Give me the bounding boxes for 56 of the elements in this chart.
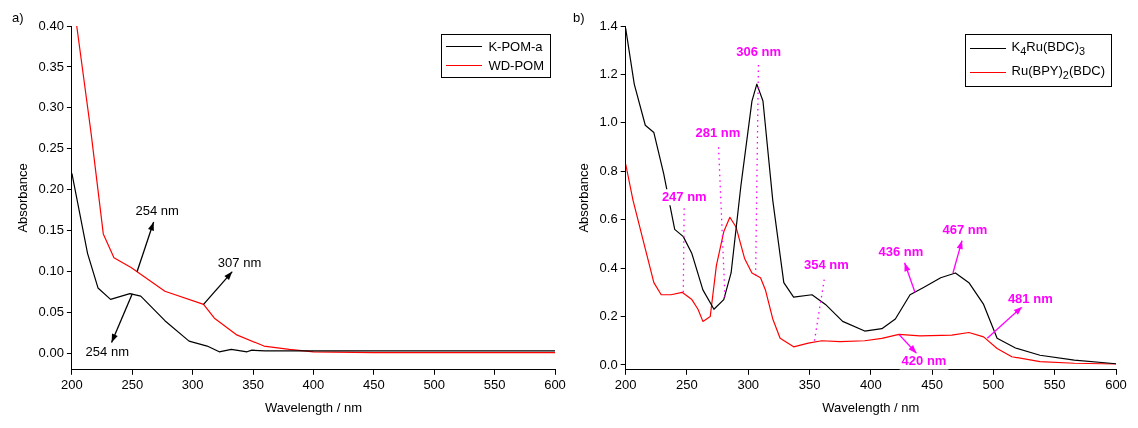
annotation: 247 nm [661,188,707,204]
annotation: 307 nm [217,254,262,270]
legend-label: Ru(BPY)$_{2}$(BDC) [1011,61,1105,83]
x-tick-label: 550 [1043,377,1066,393]
text: b) [573,10,585,26]
x-tick-label: 200 [614,377,637,393]
legend-label: WD-POM [488,57,544,75]
x-tick-label: 350 [242,377,264,393]
y-tick-label: 0.0 [599,356,618,372]
x-tick-label: 350 [798,377,821,393]
annotation: 254 nm [135,203,179,219]
text: a) [12,10,24,26]
annotation: 481 nm [1007,290,1053,306]
y-tick-label: 0.35 [38,58,64,74]
x-axis-title: Wavelength / nm [264,399,362,415]
y-axis-title: Absorbance [576,163,592,233]
y-tick-label: 0.8 [599,162,618,178]
legend-label: K-POM-a [488,38,543,56]
x-tick-label: 550 [483,377,506,393]
x-tick-label: 200 [61,377,83,393]
legend-label: K$_{4}$Ru(BDC)$_{3}$ [1011,38,1086,59]
annotation: 420 nm [901,353,947,369]
y-tick-label: 1.2 [599,66,618,81]
x-tick-label: 300 [737,377,760,393]
y-axis-title: Absorbance [15,163,31,233]
x-tick-label: 400 [859,377,882,393]
annotation: 354 nm [804,257,849,273]
x-tick-label: 500 [423,377,446,393]
y-tick-label: 0.25 [38,140,64,156]
y-tick-label: 0.40 [38,17,64,33]
annotation: 467 nm [942,221,988,237]
x-tick-label: 500 [982,377,1005,393]
x-tick-label: 450 [362,377,385,393]
y-tick-label: 0.15 [38,222,64,238]
x-axis-title: Wavelength / nm [822,399,920,415]
x-tick-label: 400 [302,377,325,393]
annotation: 436 nm [878,243,924,259]
y-tick-label: 0.2 [599,308,618,324]
y-tick-label: 0.30 [38,99,64,115]
y-tick-label: 0.20 [38,181,64,197]
y-tick-label: 0.4 [599,259,618,275]
annotation: 254 nm [85,344,129,360]
x-tick-label: 600 [544,377,566,393]
annotation: 281 nm [695,124,741,140]
y-tick-label: 0.05 [38,304,64,320]
annotation: 306 nm [736,43,782,59]
y-tick-label: 1.4 [599,17,618,33]
x-tick-label: 300 [181,377,204,393]
y-tick-label: 0.00 [38,345,64,361]
y-tick-label: 1.0 [599,114,618,130]
x-tick-label: 600 [1105,377,1127,393]
x-tick-label: 250 [121,377,144,393]
y-tick-label: 0.6 [599,211,618,227]
x-tick-label: 450 [921,377,943,393]
y-tick-label: 0.10 [38,263,64,279]
x-tick-label: 250 [676,377,698,393]
